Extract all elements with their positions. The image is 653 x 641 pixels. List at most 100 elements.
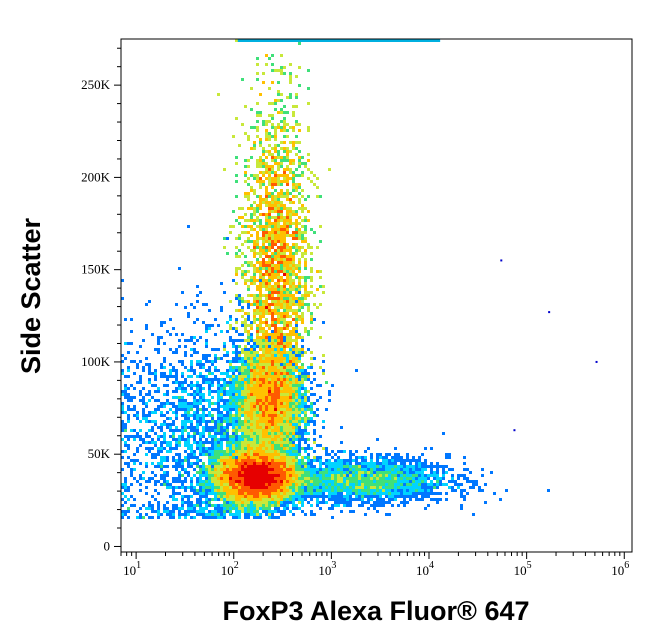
density-cell: [247, 135, 250, 138]
density-cell: [292, 210, 295, 213]
density-cell: [385, 501, 388, 504]
density-cell: [130, 360, 133, 363]
density-cell: [151, 396, 154, 399]
density-cell: [259, 141, 262, 144]
density-cell: [235, 423, 238, 426]
density-cell: [310, 252, 313, 255]
density-cell: [178, 471, 181, 474]
density-cell: [193, 393, 196, 396]
density-cell: [256, 195, 259, 198]
density-cell: [370, 459, 373, 462]
density-cell: [271, 303, 274, 306]
density-cell: [241, 450, 244, 453]
density-cell: [271, 375, 274, 378]
density-cell: [232, 225, 235, 228]
density-cell: [274, 69, 277, 72]
density-cell: [235, 351, 238, 354]
density-cell: [283, 372, 286, 375]
density-cell: [181, 495, 184, 498]
density-cell: [262, 360, 265, 363]
density-cell: [271, 468, 274, 471]
density-cell: [256, 390, 259, 393]
density-cell: [271, 69, 274, 72]
density-cell: [322, 501, 325, 504]
density-cell: [166, 390, 169, 393]
density-cell: [268, 270, 271, 273]
density-cell: [244, 495, 247, 498]
density-cell: [238, 267, 241, 270]
density-cell: [289, 480, 292, 483]
density-cell: [190, 384, 193, 387]
density-cell: [262, 480, 265, 483]
density-cell: [229, 498, 232, 501]
density-cell: [280, 474, 283, 477]
density-cell: [265, 282, 268, 285]
density-cell: [346, 483, 349, 486]
density-cell: [346, 504, 349, 507]
density-cell: [244, 426, 247, 429]
density-cell: [289, 159, 292, 162]
density-cell: [298, 228, 301, 231]
density-cell: [370, 456, 373, 459]
density-cell: [214, 408, 217, 411]
density-cell: [319, 276, 322, 279]
density-cell: [289, 408, 292, 411]
density-cell: [238, 237, 241, 240]
density-cell: [370, 480, 373, 483]
density-cell: [286, 483, 289, 486]
density-cell: [127, 408, 130, 411]
density-cell: [268, 483, 271, 486]
density-cell: [235, 420, 238, 423]
density-cell: [274, 516, 277, 519]
density-cell: [379, 492, 382, 495]
density-cell: [241, 411, 244, 414]
density-cell: [292, 384, 295, 387]
density-cell: [289, 255, 292, 258]
density-cell: [166, 465, 169, 468]
density-cell: [298, 489, 301, 492]
density-cell: [301, 492, 304, 495]
density-cell: [259, 357, 262, 360]
density-cell: [268, 213, 271, 216]
density-cell: [241, 444, 244, 447]
density-cell: [298, 183, 301, 186]
density-cell: [190, 480, 193, 483]
density-cell: [268, 357, 271, 360]
density-cell: [358, 468, 361, 471]
density-cell: [373, 474, 376, 477]
density-cell: [253, 174, 256, 177]
density-cell: [202, 303, 205, 306]
density-cell: [271, 474, 274, 477]
density-cell: [280, 357, 283, 360]
density-cell: [280, 141, 283, 144]
density-cell: [283, 345, 286, 348]
density-cell: [256, 372, 259, 375]
density-cell: [289, 354, 292, 357]
density-cell: [322, 426, 325, 429]
density-cell: [142, 471, 145, 474]
density-cell: [301, 483, 304, 486]
density-cell: [247, 465, 250, 468]
density-cell: [169, 423, 172, 426]
density-cell: [121, 450, 124, 453]
density-cell: [232, 378, 235, 381]
density-cell: [295, 393, 298, 396]
density-cell: [277, 498, 280, 501]
density-cell: [301, 351, 304, 354]
density-cell: [265, 450, 268, 453]
density-cell: [280, 495, 283, 498]
density-cell: [277, 90, 280, 93]
density-cell: [256, 303, 259, 306]
density-cell: [250, 477, 253, 480]
density-cell: [358, 471, 361, 474]
density-cell: [250, 468, 253, 471]
density-cell: [328, 486, 331, 489]
density-cell: [310, 459, 313, 462]
density-cell: [253, 189, 256, 192]
density-cell: [289, 375, 292, 378]
density-cell: [250, 108, 253, 111]
density-cell: [265, 399, 268, 402]
density-cell: [136, 447, 139, 450]
density-cell: [307, 219, 310, 222]
density-cell: [250, 390, 253, 393]
